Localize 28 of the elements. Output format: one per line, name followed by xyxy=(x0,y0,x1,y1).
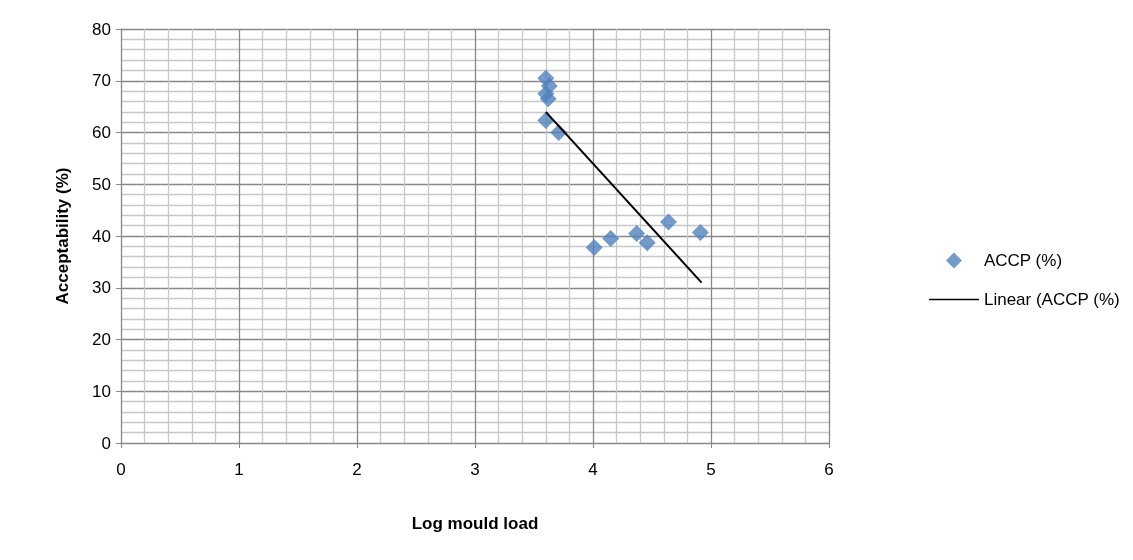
x-tick-label: 6 xyxy=(824,460,834,479)
point xyxy=(537,112,555,130)
y-tick-label: 50 xyxy=(92,174,111,194)
y-tick-label: 70 xyxy=(92,71,111,91)
x-tick-label: 5 xyxy=(706,460,716,479)
y-tick-label: 10 xyxy=(92,381,111,401)
x-tick-label: 2 xyxy=(352,460,362,479)
y-tick-label: 30 xyxy=(92,278,111,298)
point xyxy=(585,238,603,256)
legend-label: ACCP (%) xyxy=(983,251,1063,270)
legend-label: Linear (ACCP (%) xyxy=(983,290,1120,309)
x-tick-label: 1 xyxy=(234,460,244,479)
y-tick-label: 20 xyxy=(92,330,111,349)
point xyxy=(638,234,656,252)
y-axis-title: Acceptability (%) xyxy=(53,167,72,305)
x-tick-label: 4 xyxy=(588,460,598,479)
y-tick-label: 40 xyxy=(92,226,111,246)
y-tick-label: 0 xyxy=(101,433,111,453)
y-tick-label: 80 xyxy=(92,19,111,39)
point xyxy=(691,223,709,241)
x-tick-label: 0 xyxy=(116,460,126,479)
point xyxy=(602,230,620,248)
x-axis-title: Log mould load xyxy=(411,514,539,533)
point xyxy=(660,213,678,231)
y-tick-label: 60 xyxy=(92,123,111,142)
point xyxy=(539,90,557,108)
x-tick-label: 3 xyxy=(470,460,480,479)
point xyxy=(628,224,646,242)
